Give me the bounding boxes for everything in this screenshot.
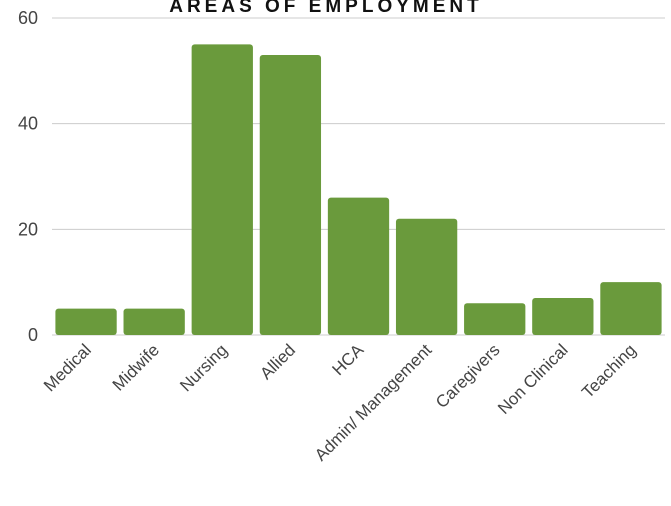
x-tick-label: Caregivers <box>432 340 504 412</box>
bar <box>600 282 662 335</box>
x-tick-label: Nursing <box>176 340 231 395</box>
y-tick-label: 40 <box>18 114 38 134</box>
x-tick-label: Non Clinical <box>494 340 572 418</box>
chart-title: AREAS OF EMPLOYMENT <box>169 0 483 17</box>
x-tick-label: HCA <box>329 340 368 379</box>
bar <box>123 308 185 335</box>
x-tick-label: Midwife <box>109 340 163 394</box>
bar <box>532 298 594 335</box>
y-tick-label: 0 <box>28 325 38 345</box>
bar <box>395 218 458 335</box>
bar <box>191 44 253 336</box>
x-tick-label: Teaching <box>578 340 640 402</box>
x-tick-label: Admin/ Management <box>311 340 436 465</box>
y-tick-label: 60 <box>18 8 38 28</box>
y-tick-label: 20 <box>18 219 38 239</box>
x-tick-label: Allied <box>256 340 299 383</box>
y-axis-ticks: 0 20 40 60 <box>18 8 38 345</box>
x-tick-label: Medical <box>40 340 95 395</box>
bar <box>259 54 322 335</box>
bars <box>55 44 662 336</box>
bar <box>327 197 390 335</box>
bar <box>464 303 526 335</box>
bar <box>55 308 117 335</box>
